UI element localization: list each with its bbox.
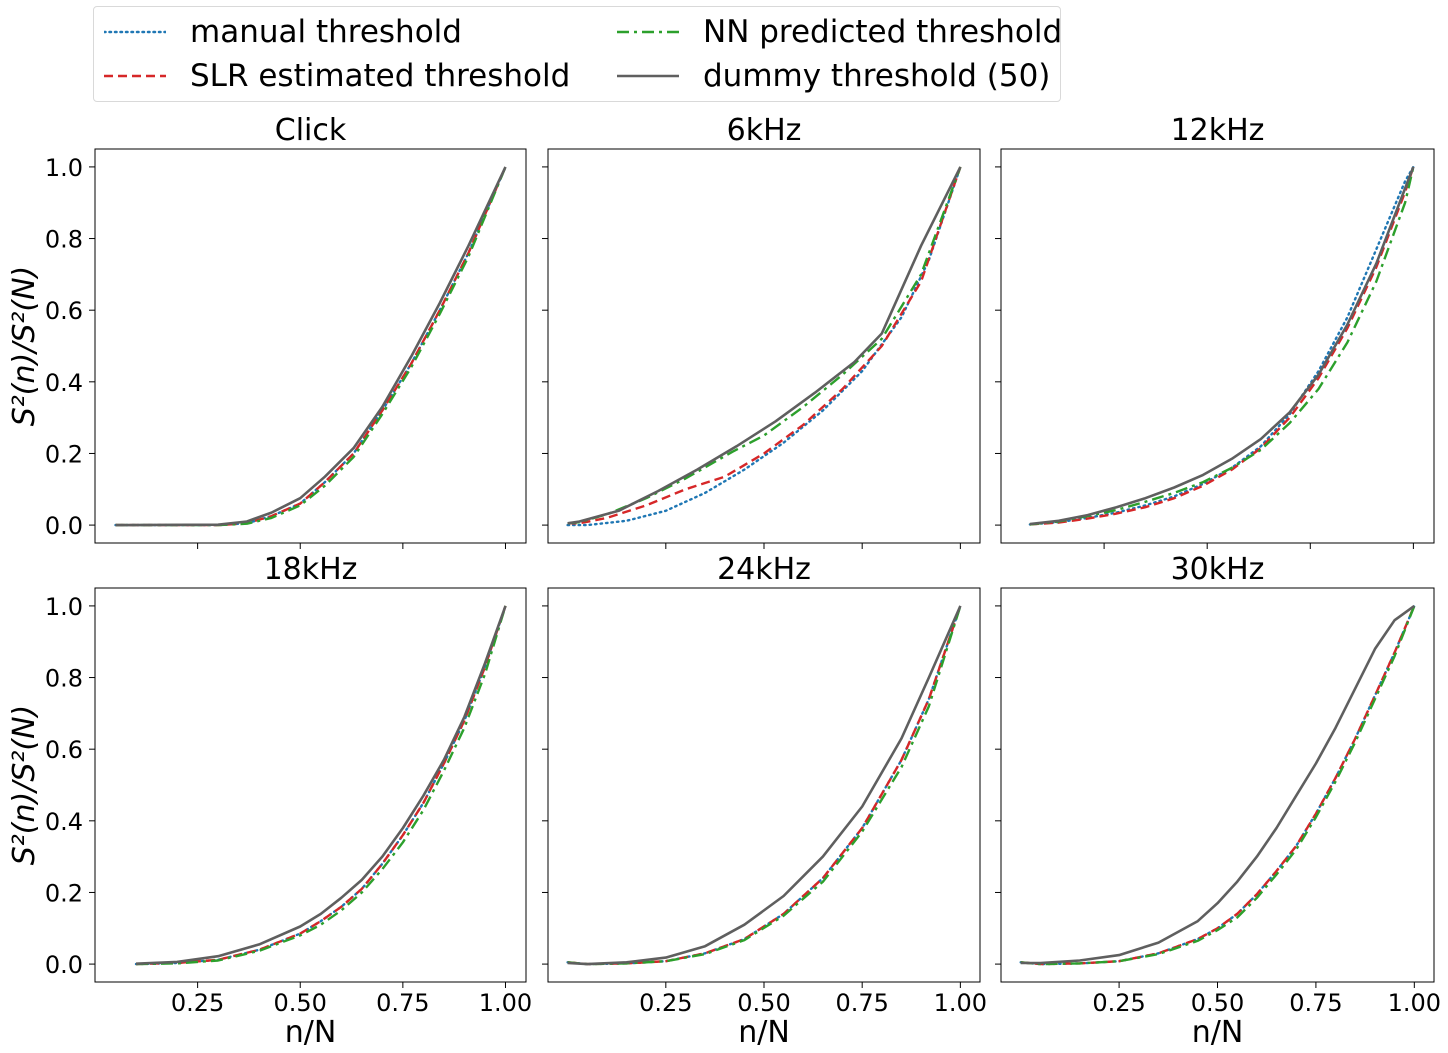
x-tick-label: 0.50 — [1191, 989, 1244, 1017]
y-tick-label: 0.8 — [45, 665, 83, 693]
x-axis-label: n/N — [285, 1015, 337, 1050]
y-tick-label: 0.6 — [45, 736, 83, 764]
series-line-manual — [1019, 604, 1416, 966]
panel-30khz: 0.25 0.50 0.75 1.00 30kHz n/N — [995, 552, 1441, 1050]
panel-title: Click — [275, 113, 347, 148]
y-axis-label: S²(n)/S²(N) — [7, 705, 42, 866]
series-line-nn — [567, 166, 962, 525]
y-tick-label: 0.0 — [45, 512, 83, 540]
x-axis-label: n/N — [738, 1015, 790, 1050]
series-line-nn — [1029, 166, 1415, 526]
legend-label-manual: manual threshold — [190, 14, 462, 50]
panel-18khz: 0.0 0.2 0.4 0.6 0.8 1.0 0.25 0.50 0.75 1.00 18kHz n… — [7, 552, 532, 1050]
series-line-dummy — [115, 166, 507, 527]
panel-12khz: 12kHz — [995, 113, 1435, 549]
panel-title: 6kHz — [727, 113, 802, 148]
series-line-slr — [1029, 166, 1415, 526]
series-line-dummy — [567, 605, 962, 966]
y-tick-label: 1.0 — [45, 593, 83, 621]
series-line-manual — [566, 165, 962, 527]
y-axis-label: S²(n)/S²(N) — [7, 266, 42, 427]
panel-title: 18kHz — [264, 552, 358, 587]
panel-title: 24kHz — [717, 552, 811, 587]
series-line-slr — [567, 166, 962, 525]
panel-title: 12kHz — [1171, 113, 1265, 148]
y-tick-label: 0.8 — [45, 226, 83, 254]
legend-entry-slr: SLR estimated threshold — [104, 56, 570, 96]
x-tick-label: 0.75 — [1289, 989, 1342, 1017]
legend-label-dummy: dummy threshold (50) — [703, 58, 1051, 94]
legend-label-slr: SLR estimated threshold — [190, 58, 571, 94]
series-line-slr — [567, 605, 962, 966]
legend-swatch-nn — [617, 30, 679, 34]
series-line-nn — [135, 605, 507, 966]
x-tick-label: 1.00 — [479, 989, 532, 1017]
series-line-dummy — [1020, 604, 1416, 965]
legend-entry-nn: NN predicted threshold — [617, 12, 1062, 52]
series-line-dummy — [567, 166, 962, 525]
series-line-dummy — [1029, 166, 1415, 526]
panel-title: 30kHz — [1171, 552, 1265, 587]
panel-24khz: 0.25 0.50 0.75 1.00 24kHz n/N — [542, 552, 987, 1050]
legend-entry-manual: manual threshold — [104, 12, 462, 52]
axes-frame — [94, 587, 527, 983]
y-tick-label: 0.4 — [45, 808, 83, 836]
series-line-slr — [115, 166, 507, 527]
x-tick-label: 0.75 — [376, 989, 429, 1017]
x-tick-label: 0.25 — [639, 989, 692, 1017]
series-line-nn — [115, 166, 507, 527]
x-tick-label: 1.00 — [1388, 989, 1441, 1017]
legend-entry-dummy: dummy threshold (50) — [617, 56, 1050, 96]
y-tick-label: 0.4 — [45, 369, 83, 397]
x-tick-label: 0.25 — [171, 989, 224, 1017]
legend: manual threshold SLR estimated threshold… — [93, 6, 1062, 102]
axes-frame — [1000, 148, 1435, 544]
x-tick-label: 1.00 — [934, 989, 987, 1017]
y-tick-label: 0.2 — [45, 879, 83, 907]
legend-swatch-manual — [104, 30, 166, 34]
x-tick-label: 0.50 — [274, 989, 327, 1017]
axes-frame — [1000, 587, 1435, 983]
panel-6khz: 6kHz — [542, 113, 981, 549]
panel-click: 0.0 0.2 0.4 0.6 0.8 1.0 Click S²(n)/S²(N) — [7, 113, 527, 549]
x-tick-label: 0.75 — [835, 989, 888, 1017]
axes-frame — [547, 148, 981, 544]
legend-swatch-slr — [104, 74, 166, 78]
axes-frame — [547, 587, 981, 983]
series-line-dummy — [135, 605, 507, 965]
series-line-nn — [1020, 605, 1416, 966]
series-line-slr — [1020, 605, 1416, 966]
y-tick-label: 1.0 — [45, 154, 83, 182]
axes-frame — [94, 148, 527, 544]
x-axis-label: n/N — [1192, 1015, 1244, 1050]
x-tick-label: 0.50 — [737, 989, 790, 1017]
x-tick-label: 0.25 — [1092, 989, 1145, 1017]
series-line-manual — [1028, 165, 1415, 526]
series-line-slr — [135, 605, 507, 966]
series-line-manual — [114, 165, 507, 527]
y-tick-label: 0.0 — [45, 951, 83, 979]
y-tick-label: 0.6 — [45, 297, 83, 325]
legend-swatch-dummy — [617, 74, 679, 78]
series-line-manual — [134, 604, 507, 966]
legend-label-nn: NN predicted threshold — [703, 14, 1063, 50]
y-tick-label: 0.2 — [45, 440, 83, 468]
